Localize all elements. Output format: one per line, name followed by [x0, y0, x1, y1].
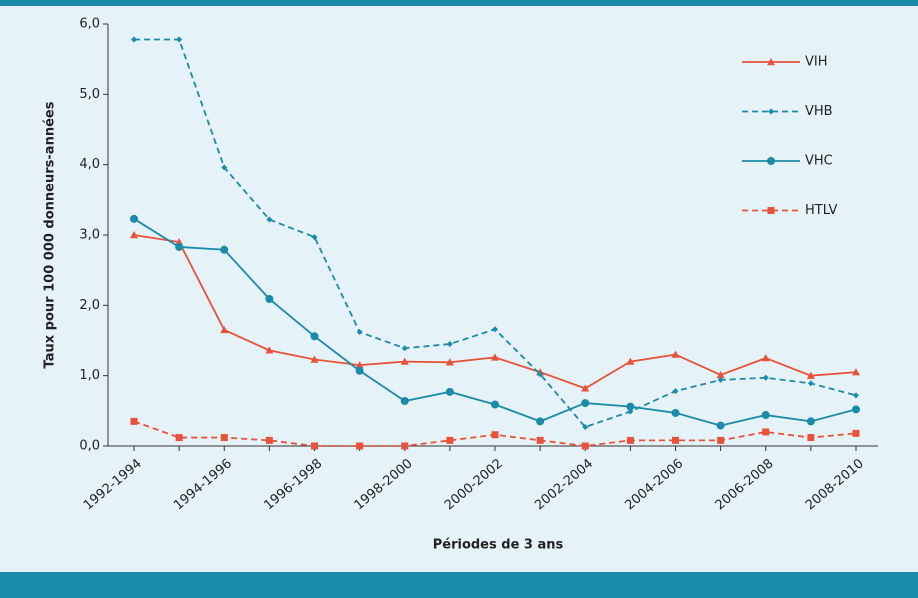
point — [446, 436, 454, 444]
point — [492, 326, 498, 333]
x-tick-label: 2004-2006 — [622, 456, 686, 513]
point — [761, 354, 770, 362]
point — [672, 388, 679, 395]
legend-label: VHB — [805, 104, 833, 119]
point — [762, 374, 769, 381]
point — [265, 346, 274, 354]
legend-label: VHC — [805, 154, 833, 169]
y-tick-label: 3,0 — [79, 228, 100, 243]
point — [310, 355, 319, 363]
series-line — [133, 218, 857, 427]
point — [581, 384, 590, 392]
x-axis-title: Périodes de 3 ans — [433, 538, 564, 553]
point — [806, 417, 815, 426]
point — [130, 231, 138, 239]
y-tick-label: 5,0 — [79, 87, 100, 102]
y-tick-label: 6,0 — [79, 17, 100, 32]
y-tick-label: 1,0 — [79, 368, 100, 383]
point — [716, 370, 725, 379]
point — [175, 242, 184, 251]
point — [401, 345, 408, 352]
point — [853, 392, 859, 399]
point — [355, 366, 364, 375]
point — [175, 238, 184, 246]
point — [761, 411, 770, 420]
x-tick-label: 1996-1998 — [261, 456, 325, 513]
point — [491, 431, 499, 439]
point — [131, 36, 137, 43]
legend-marker — [767, 58, 775, 66]
point — [445, 358, 454, 366]
point — [310, 332, 319, 341]
y-axis-title: Taux pour 100 000 donneurs-années — [43, 101, 58, 368]
point — [176, 36, 183, 43]
x-tick-label: 1992-1994 — [81, 456, 145, 513]
point — [581, 399, 590, 408]
point — [356, 442, 364, 450]
point — [220, 245, 229, 254]
point — [536, 436, 544, 444]
point — [265, 295, 274, 304]
point — [537, 371, 544, 378]
y-tick-label: 2,0 — [79, 298, 100, 313]
point — [582, 424, 589, 431]
point — [400, 357, 409, 365]
x-tick-label: 2002-2004 — [532, 456, 596, 513]
point — [355, 361, 364, 369]
point — [266, 216, 273, 223]
point — [356, 329, 363, 336]
point — [130, 214, 138, 223]
y-tick-label: 0,0 — [79, 439, 100, 454]
point — [175, 434, 183, 442]
point — [852, 368, 860, 376]
point — [401, 442, 409, 450]
point — [536, 417, 545, 426]
point — [717, 376, 724, 383]
point — [852, 429, 860, 437]
point — [491, 353, 499, 361]
series-line — [133, 234, 857, 390]
point — [671, 408, 680, 417]
point — [400, 396, 409, 405]
legend-label: VIH — [805, 55, 828, 70]
point — [671, 350, 680, 358]
y-tick-label: 4,0 — [79, 157, 100, 172]
point — [130, 417, 138, 425]
x-tick-label: 2000-2002 — [442, 456, 506, 513]
x-tick-label: 1998-2000 — [352, 456, 416, 513]
point — [220, 325, 229, 334]
point — [311, 442, 318, 450]
point — [626, 436, 634, 444]
legend-marker — [768, 108, 774, 115]
legend-marker — [767, 157, 775, 165]
point — [716, 421, 725, 430]
point — [446, 341, 453, 348]
point — [807, 380, 814, 387]
x-tick-label: 2006-2008 — [713, 456, 777, 513]
point — [806, 371, 815, 379]
point — [491, 400, 499, 409]
point — [626, 357, 635, 365]
legend-marker — [767, 207, 775, 214]
point — [626, 402, 635, 411]
point — [221, 164, 228, 171]
point — [852, 405, 860, 414]
point — [581, 442, 589, 450]
x-tick-label: 2008-2010 — [803, 456, 867, 513]
legend-label: HTLV — [805, 203, 838, 218]
point — [717, 436, 725, 444]
top-band — [0, 0, 918, 6]
point — [445, 387, 454, 396]
point — [807, 434, 815, 442]
point — [220, 434, 228, 442]
point — [265, 436, 273, 444]
point — [672, 436, 679, 444]
point — [311, 234, 318, 241]
x-tick-label: 1994-1996 — [171, 456, 235, 513]
series-line — [134, 38, 857, 429]
point — [762, 428, 770, 436]
bottom-band — [0, 572, 918, 598]
